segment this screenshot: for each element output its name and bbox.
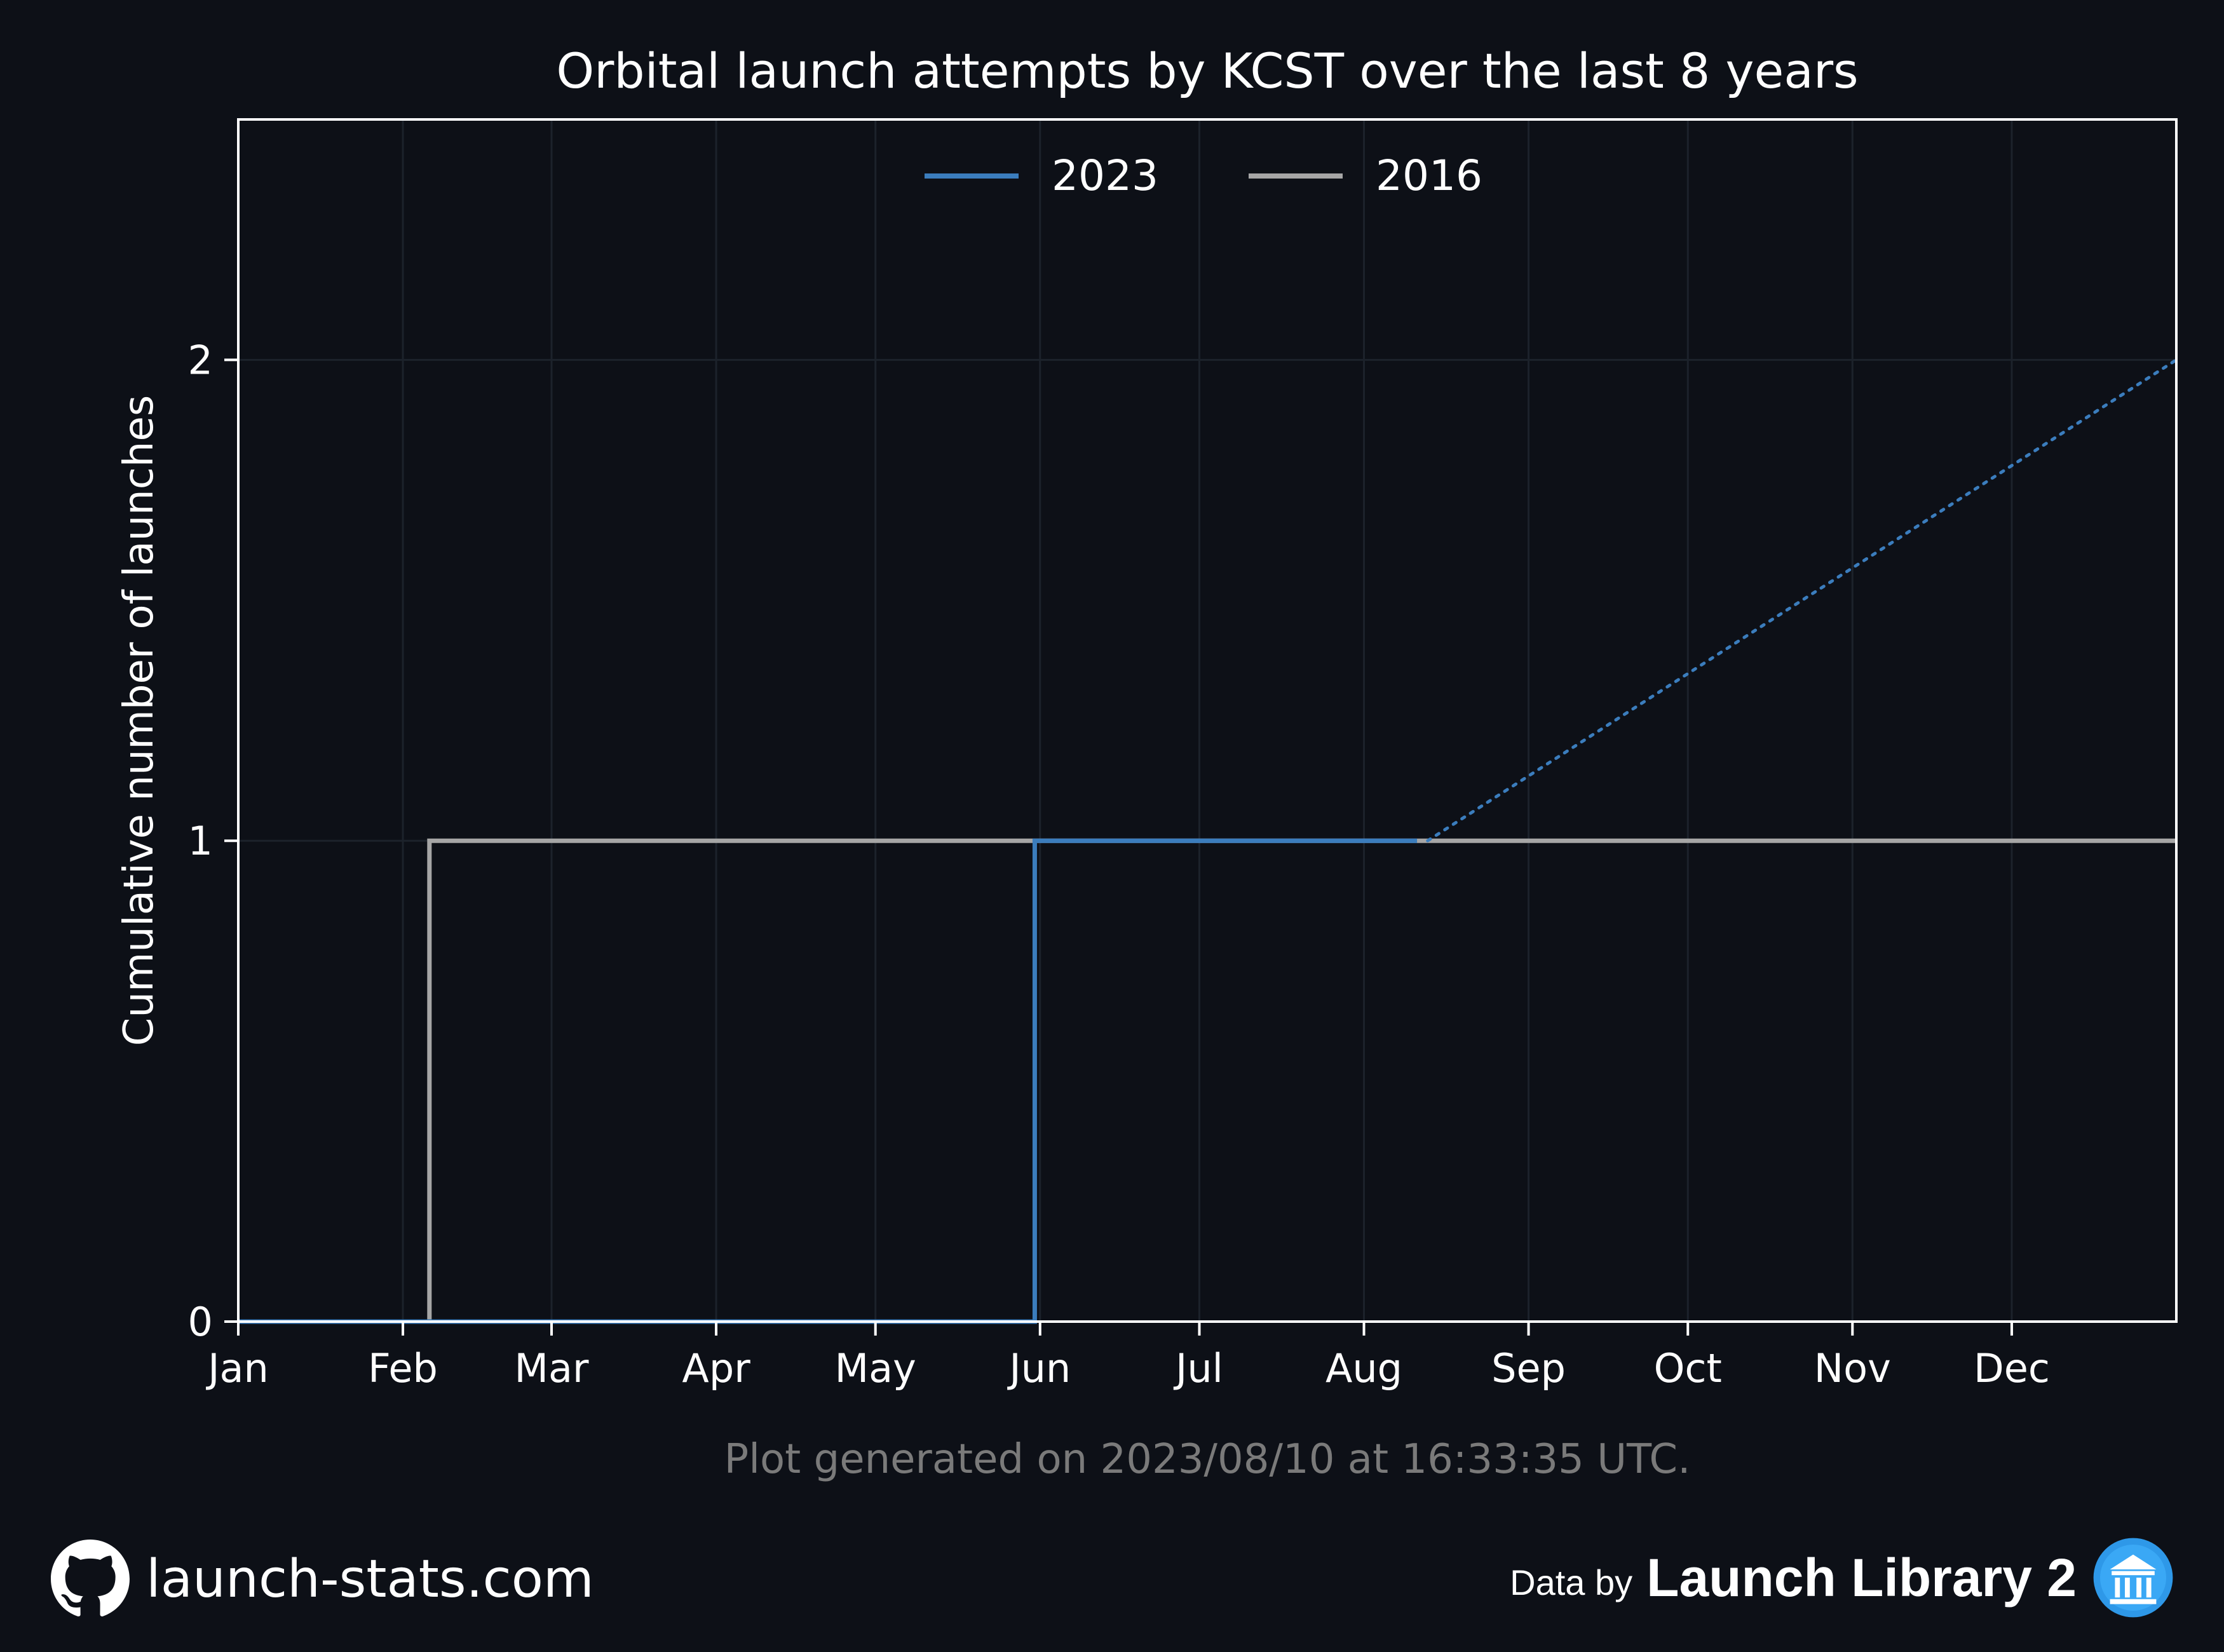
legend-label-2016: 2016 [1376,151,1482,200]
data-by-label: Data by [1510,1562,1633,1602]
series-layer [238,358,2178,1324]
x-tick-label: Jan [205,1345,269,1391]
x-tick-label: May [835,1345,916,1391]
y-tick-label: 0 [188,1299,213,1345]
x-tick-label: Oct [1654,1345,1722,1391]
footer-site[interactable]: launch-stats.com [51,1540,594,1617]
series-line-2023 [238,838,1418,1324]
series-projection-2023 [1426,358,2178,843]
series-line-2016 [238,838,2176,1324]
x-tick-label: Apr [682,1345,750,1391]
launch-library-logo-icon [2093,1538,2173,1618]
chart-title: Orbital launch attempts by KCST over the… [556,43,1858,99]
x-tick-label: Nov [1814,1345,1891,1391]
x-tick-label: Mar [515,1345,589,1391]
plot-frame [237,118,2178,1323]
legend: 2023 2016 [925,151,1482,200]
x-tick-label: Dec [1974,1345,2050,1391]
legend-label-2023: 2023 [1052,151,1158,200]
site-link[interactable]: launch-stats.com [146,1548,594,1609]
y-tick-label: 2 [188,337,213,383]
x-tick-label: Jun [1007,1345,1071,1391]
x-axis: Jan Feb Mar Apr May Jun Jul Aug Sep Oct Nov Dec [205,1322,2050,1391]
github-icon [51,1540,130,1616]
y-axis: 0 1 2 [188,337,238,1345]
footer-source: Data by Launch Library 2 [1510,1536,2174,1619]
y-axis-label: Cumulative number of launches [116,395,163,1046]
y-tick-label: 1 [188,818,213,864]
source-name[interactable]: Launch Library 2 [1646,1547,2077,1608]
generated-note: Plot generated on 2023/08/10 at 16:33:35… [724,1436,1691,1483]
x-tick-label: Aug [1326,1345,1402,1391]
x-tick-label: Jul [1173,1345,1223,1391]
grid [237,119,2176,1323]
x-tick-label: Feb [368,1345,438,1391]
x-tick-label: Sep [1491,1345,1566,1391]
